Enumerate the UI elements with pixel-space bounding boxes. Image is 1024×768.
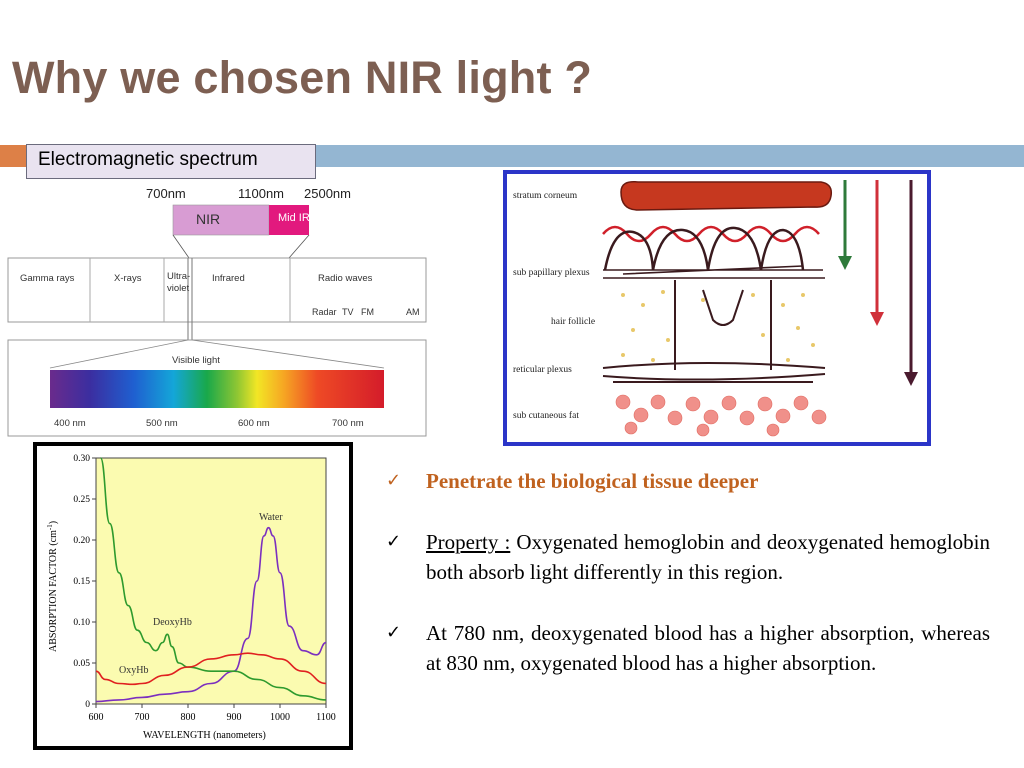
radio-fm: FM (361, 307, 374, 317)
y-axis-label-sup: -1 (46, 524, 54, 530)
band-gamma: Gamma rays (20, 273, 75, 284)
series-label-oxyhb: OxyHb (119, 665, 148, 676)
radio-radar: Radar (312, 307, 337, 317)
y-tick-label: 0 (85, 700, 90, 710)
series-label-deoxyhb: DeoxyHb (153, 617, 192, 628)
layer-subcutaneous: sub cutaneous fat (513, 410, 579, 421)
y-tick-label: 0.10 (73, 618, 90, 628)
papillary-loops (603, 226, 805, 271)
radio-am: AM (406, 307, 420, 317)
nir-label: NIR (196, 211, 220, 227)
tick-2500nm: 2500nm (304, 186, 351, 201)
y-tick-label: 0.05 (73, 659, 90, 669)
hair-follicle-shape (702, 289, 744, 326)
x-tick-label: 600 (89, 712, 104, 723)
x-tick-label: 1000 (270, 712, 290, 723)
accent-bar-blue (316, 145, 1024, 167)
layer-hair-follicle: hair follicle (551, 316, 595, 327)
bullet-property-prefix: Property : (426, 529, 511, 554)
dermis-dots (621, 290, 815, 362)
reticular-lines (602, 362, 826, 383)
midir-label: Mid IR (278, 212, 310, 224)
band-radio: Radio waves (318, 273, 373, 284)
y-tick-label: 0.25 (73, 495, 90, 505)
visible-gradient (50, 370, 384, 408)
nir-band (172, 204, 270, 236)
bullet-list: ✓ Penetrate the biological tissue deeper… (386, 466, 990, 679)
arrow-red-head (870, 312, 884, 326)
epidermis-wave (602, 225, 820, 243)
layer-stratum-corneum: stratum corneum (513, 191, 578, 201)
stratum-corneum-shape (620, 180, 833, 211)
radio-tv: TV (342, 307, 354, 317)
layer-sub-papillary: sub papillary plexus (513, 268, 590, 278)
y-tick-label: 0.15 (73, 577, 90, 587)
bullet-property-text: Oxygenated hemoglobin and deoxygenated h… (426, 529, 990, 585)
midir-band (269, 205, 309, 235)
absorption-chart: 600 700 800 900 1000 1100 0 0.05 0.10 0.15 0.20 0.2… (33, 442, 353, 750)
vis-tick-400: 400 nm (54, 418, 86, 429)
plot-area (95, 457, 327, 705)
vis-line-r (191, 339, 385, 369)
x-axis-label: WAVELENGTH (nanometers) (143, 730, 266, 741)
x-tick-label: 1100 (316, 712, 336, 723)
x-tick-label: 800 (181, 712, 196, 723)
tick-1100nm: 1100nm (238, 186, 284, 201)
checkmark-icon: ✓ (386, 530, 402, 552)
bullet-property: ✓ Property : Oxygenated hemoglobin and d… (386, 527, 990, 588)
arrow-dark-head (904, 372, 918, 386)
vessel-verticals (674, 280, 772, 370)
x-tick-label: 900 (227, 712, 242, 723)
accent-bar-orange (0, 145, 26, 167)
connector-right (288, 234, 310, 259)
arrow-green-head (838, 256, 852, 270)
checkmark-icon: ✓ (386, 621, 402, 643)
bullet-wavelength-text: At 780 nm, deoxygenated blood has a high… (426, 620, 990, 676)
bullet-penetrate-text: Penetrate the biological tissue deeper (426, 469, 759, 493)
y-axis-label: ABSORPTION FACTOR (cm-1) (46, 521, 59, 652)
band-ultra: Ultra- (167, 271, 190, 282)
checkmark-icon: ✓ (386, 470, 402, 491)
fat-cells (615, 394, 827, 437)
x-tick-label: 700 (135, 712, 150, 723)
slide-title: Why we chosen NIR light ? (12, 52, 593, 103)
series-line-water (95, 526, 327, 703)
layer-reticular: reticular plexus (513, 365, 572, 375)
series-line-oxyhb (95, 652, 327, 686)
connector-left (172, 234, 190, 259)
band-xrays: X-rays (114, 273, 142, 284)
series-line-deoxyhb (99, 457, 327, 701)
bullet-penetrate: ✓ Penetrate the biological tissue deeper (386, 466, 990, 497)
y-axis-label-end: ) (48, 521, 59, 524)
visible-light-label: Visible light (172, 355, 220, 366)
tick-700nm: 700nm (146, 186, 186, 201)
skin-frame (503, 170, 931, 446)
y-tick-label: 0.30 (73, 454, 90, 464)
vis-tick-600: 600 nm (238, 418, 270, 429)
em-band-box (7, 257, 427, 323)
vis-tick-500: 500 nm (146, 418, 178, 429)
series-label-water: Water (259, 512, 283, 523)
band-violet: violet (167, 283, 190, 294)
y-tick-label: 0.20 (73, 536, 90, 546)
skin-diagram: stratum corneum sub papillary plexus hai… (503, 170, 931, 446)
em-spectrum-figure: 700nm 1100nm 2500nm NIR Mid IR Gamma ray… (7, 186, 427, 437)
vis-line-l (49, 339, 189, 369)
vis-tick-700: 700 nm (332, 418, 364, 429)
band-infrared: Infrared (212, 273, 245, 284)
y-axis-label-main: ABSORPTION FACTOR (cm (48, 530, 59, 652)
bullet-wavelength: ✓ At 780 nm, deoxygenated blood has a hi… (386, 618, 990, 679)
spectrum-label: Electromagnetic spectrum (26, 144, 316, 179)
plexus-lines (603, 265, 825, 279)
